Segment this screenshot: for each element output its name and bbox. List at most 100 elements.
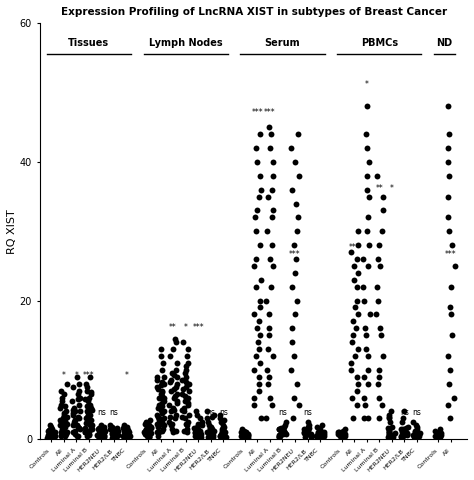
Point <box>265 123 273 131</box>
Point <box>98 432 106 440</box>
Point <box>256 172 264 180</box>
Point <box>334 429 342 436</box>
Point <box>288 186 296 193</box>
Text: *: * <box>390 184 394 193</box>
Point <box>160 373 167 381</box>
Point <box>404 423 411 431</box>
Point <box>63 408 70 415</box>
Point <box>413 429 420 436</box>
Point <box>203 429 210 436</box>
Point <box>170 385 177 393</box>
Point <box>445 158 452 166</box>
Point <box>269 206 277 214</box>
Point <box>403 431 410 438</box>
Point <box>385 430 393 437</box>
Point <box>275 432 283 440</box>
Point <box>195 433 203 441</box>
Title: Expression Profiling of LncRNA XIST in subtypes of Breast Cancer: Expression Profiling of LncRNA XIST in s… <box>61 7 447 17</box>
Point <box>362 131 370 138</box>
Point <box>300 429 308 436</box>
Point <box>445 103 452 110</box>
Point <box>375 394 383 401</box>
Point <box>252 283 259 290</box>
Point <box>245 431 252 438</box>
Point <box>95 424 103 432</box>
Point <box>403 431 410 439</box>
Point <box>374 380 382 387</box>
Point <box>161 408 168 415</box>
Point <box>238 430 246 437</box>
Point <box>416 429 424 437</box>
Point <box>319 431 327 439</box>
Point <box>182 366 190 374</box>
Point <box>250 366 258 374</box>
Point <box>142 418 150 426</box>
Text: ns: ns <box>278 408 287 417</box>
Point <box>316 427 324 435</box>
Point <box>172 384 180 391</box>
Point <box>47 433 55 441</box>
Point <box>398 428 406 435</box>
Text: Lymph Nodes: Lymph Nodes <box>149 37 222 48</box>
Text: ns: ns <box>206 408 215 417</box>
Point <box>269 262 277 270</box>
Point <box>353 283 361 290</box>
Point <box>446 380 453 387</box>
Point <box>317 432 325 440</box>
Point <box>250 394 258 401</box>
Point <box>397 433 405 441</box>
Point <box>365 158 373 166</box>
Point <box>293 228 301 235</box>
Point <box>167 421 174 429</box>
Point <box>308 433 315 441</box>
Point <box>168 376 175 384</box>
Point <box>61 432 68 440</box>
Point <box>281 429 289 437</box>
Text: ns: ns <box>219 408 228 417</box>
Point <box>415 432 422 440</box>
Point <box>88 426 96 433</box>
Point <box>265 331 273 339</box>
Point <box>391 429 399 437</box>
Point <box>304 423 312 431</box>
Point <box>192 426 200 434</box>
Point <box>317 431 325 439</box>
Point <box>110 431 118 439</box>
Point <box>88 388 95 396</box>
Point <box>316 425 324 432</box>
Point <box>94 425 102 432</box>
Point <box>49 430 57 437</box>
Point <box>244 431 252 439</box>
Point <box>85 420 93 428</box>
Point <box>95 430 103 437</box>
Point <box>360 297 367 304</box>
Point <box>411 432 419 440</box>
Point <box>75 380 83 387</box>
Point <box>255 338 262 346</box>
Point <box>154 373 161 381</box>
Point <box>57 387 65 395</box>
Point <box>354 311 362 318</box>
Point <box>158 402 165 410</box>
Point <box>178 413 186 421</box>
Point <box>83 413 91 421</box>
Point <box>158 399 166 407</box>
Point <box>403 429 411 437</box>
Point <box>359 283 367 290</box>
Point <box>70 418 78 426</box>
Point <box>350 276 357 284</box>
Point <box>291 158 299 166</box>
Point <box>207 429 215 436</box>
Point <box>385 413 392 421</box>
Point <box>121 428 129 435</box>
Point <box>47 423 55 431</box>
Point <box>292 269 299 276</box>
Point <box>160 415 167 422</box>
Point <box>413 425 421 432</box>
Point <box>336 432 344 440</box>
Point <box>363 228 371 235</box>
Point <box>109 429 116 436</box>
Point <box>61 411 68 419</box>
Point <box>173 390 181 398</box>
Point <box>123 423 130 431</box>
